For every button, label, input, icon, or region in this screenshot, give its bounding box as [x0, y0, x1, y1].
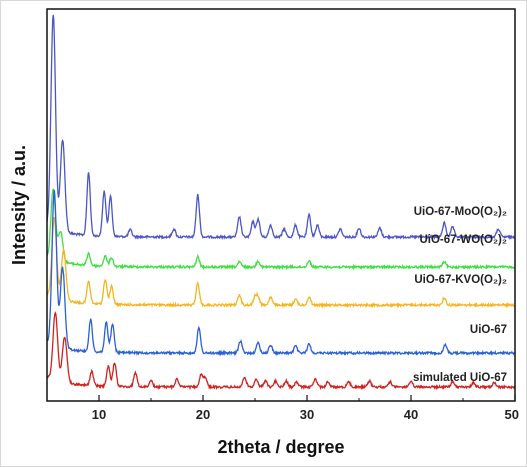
series-label: UiO-67-KVO(O₂)₂ [414, 274, 507, 286]
x-axis-title: 2theta / degree [217, 437, 344, 457]
series-label: simulated UiO-67 [413, 372, 507, 384]
series-line [47, 311, 515, 391]
x-tick-label: 10 [92, 407, 106, 422]
x-tick-label: 50 [505, 407, 519, 422]
series-label: UiO-67-WO(O₂)₂ [419, 234, 507, 246]
series-line [47, 189, 515, 357]
series-line [47, 14, 515, 241]
x-tick-label: 40 [404, 407, 418, 422]
x-axis-ticks: 10 20 30 40 50 [46, 395, 519, 422]
series-label: UiO-67-MoO(O₂)₂ [414, 206, 507, 218]
y-axis-title: Intensity / a.u. [9, 145, 29, 265]
series-line [47, 188, 515, 271]
series-group [47, 14, 515, 391]
series-labels: UiO-67-MoO(O₂)₂ UiO-67-WO(O₂)₂ UiO-67-KVO(… [413, 206, 507, 384]
plot-area-border [46, 8, 516, 402]
series-label: UiO-67 [470, 324, 507, 336]
x-tick-label: 20 [196, 407, 210, 422]
series-line [47, 216, 515, 309]
x-tick-label: 30 [300, 407, 314, 422]
